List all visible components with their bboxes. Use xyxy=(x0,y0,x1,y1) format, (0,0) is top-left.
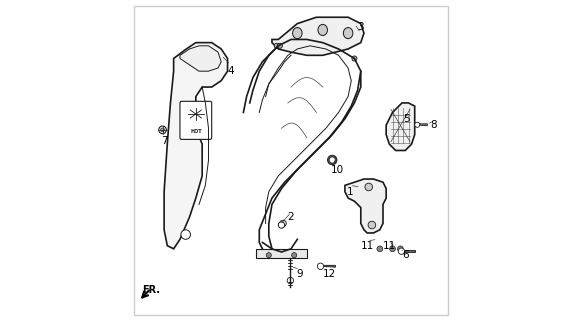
Text: 10: 10 xyxy=(331,164,343,174)
Circle shape xyxy=(377,246,383,252)
Circle shape xyxy=(266,252,271,258)
Text: 6: 6 xyxy=(402,250,409,260)
Polygon shape xyxy=(322,265,335,267)
Ellipse shape xyxy=(318,24,328,36)
Ellipse shape xyxy=(293,28,302,39)
Text: 5: 5 xyxy=(403,114,410,124)
Circle shape xyxy=(181,230,190,239)
Circle shape xyxy=(330,158,335,162)
Text: 11: 11 xyxy=(383,241,396,251)
Text: HOT: HOT xyxy=(190,129,201,134)
Text: 9: 9 xyxy=(297,269,303,279)
Ellipse shape xyxy=(343,28,353,39)
Polygon shape xyxy=(345,179,386,233)
Circle shape xyxy=(278,222,285,228)
Polygon shape xyxy=(164,43,228,249)
Circle shape xyxy=(365,183,372,191)
Polygon shape xyxy=(272,17,364,55)
Circle shape xyxy=(390,246,395,252)
Text: 1: 1 xyxy=(346,187,353,197)
Circle shape xyxy=(415,122,420,127)
Polygon shape xyxy=(420,124,427,126)
Circle shape xyxy=(368,221,376,229)
Polygon shape xyxy=(180,46,221,71)
Text: 2: 2 xyxy=(288,212,294,222)
Text: 8: 8 xyxy=(431,120,437,130)
Circle shape xyxy=(317,263,324,269)
Text: 11: 11 xyxy=(360,241,374,251)
Text: 4: 4 xyxy=(228,66,234,76)
Circle shape xyxy=(287,277,293,284)
Text: 12: 12 xyxy=(322,269,336,279)
FancyBboxPatch shape xyxy=(180,101,212,140)
Circle shape xyxy=(352,56,357,61)
Text: 7: 7 xyxy=(161,136,168,146)
Circle shape xyxy=(274,43,279,48)
Text: 3: 3 xyxy=(357,22,364,32)
Text: FR.: FR. xyxy=(143,285,161,295)
Circle shape xyxy=(398,246,403,252)
Circle shape xyxy=(278,43,282,48)
Polygon shape xyxy=(386,103,415,150)
Polygon shape xyxy=(256,249,307,258)
Circle shape xyxy=(292,252,297,258)
Circle shape xyxy=(280,220,286,227)
Circle shape xyxy=(161,128,165,132)
Polygon shape xyxy=(403,251,415,252)
Circle shape xyxy=(398,248,404,254)
Circle shape xyxy=(159,126,166,134)
Circle shape xyxy=(328,155,337,165)
